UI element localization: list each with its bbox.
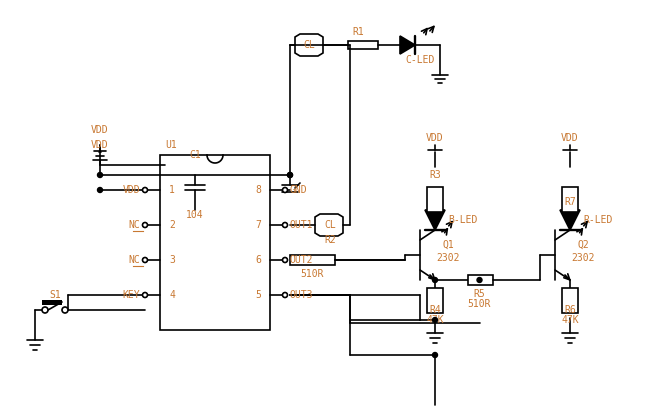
Text: C-LED: C-LED bbox=[405, 55, 435, 65]
Bar bbox=[290, 255, 335, 265]
Polygon shape bbox=[400, 36, 415, 54]
Bar bbox=[160, 155, 270, 330]
Text: 2: 2 bbox=[169, 220, 175, 230]
Circle shape bbox=[282, 222, 287, 227]
Circle shape bbox=[98, 173, 103, 178]
Circle shape bbox=[433, 317, 437, 323]
Circle shape bbox=[98, 187, 103, 193]
Bar bbox=[562, 187, 578, 212]
Text: 510R: 510R bbox=[468, 299, 491, 309]
Bar bbox=[468, 275, 492, 285]
Text: 5: 5 bbox=[255, 290, 261, 300]
Text: VDD: VDD bbox=[122, 185, 140, 195]
Circle shape bbox=[282, 258, 287, 263]
Circle shape bbox=[477, 277, 482, 283]
Text: GND: GND bbox=[290, 185, 307, 195]
Text: OUT3: OUT3 bbox=[290, 290, 313, 300]
Circle shape bbox=[143, 187, 147, 193]
Text: R3: R3 bbox=[429, 170, 441, 180]
Bar bbox=[348, 41, 378, 49]
Text: U1: U1 bbox=[165, 140, 177, 150]
Bar bbox=[427, 288, 443, 313]
Circle shape bbox=[42, 307, 48, 313]
Text: 47K: 47K bbox=[561, 315, 579, 325]
Text: 2302: 2302 bbox=[436, 253, 460, 263]
Text: VDD: VDD bbox=[561, 133, 579, 143]
Text: 8: 8 bbox=[255, 185, 261, 195]
Text: R6: R6 bbox=[564, 305, 576, 315]
Text: CL: CL bbox=[303, 40, 315, 50]
Text: OUT2: OUT2 bbox=[290, 255, 313, 265]
Circle shape bbox=[433, 277, 437, 283]
Circle shape bbox=[143, 222, 147, 227]
Polygon shape bbox=[425, 210, 445, 230]
Polygon shape bbox=[560, 210, 580, 230]
Text: R4: R4 bbox=[429, 305, 441, 315]
Text: B-LED: B-LED bbox=[448, 215, 477, 225]
Text: 2302: 2302 bbox=[571, 253, 595, 263]
Text: R2: R2 bbox=[324, 235, 336, 245]
Text: 1: 1 bbox=[169, 185, 175, 195]
Text: CL: CL bbox=[324, 220, 336, 230]
Text: 47K: 47K bbox=[426, 315, 444, 325]
Text: R-LED: R-LED bbox=[583, 215, 612, 225]
Circle shape bbox=[433, 353, 437, 357]
Text: 510R: 510R bbox=[300, 269, 324, 279]
Text: R1: R1 bbox=[352, 27, 364, 37]
Text: R5: R5 bbox=[474, 289, 485, 299]
Text: KEY: KEY bbox=[122, 290, 140, 300]
Bar bbox=[562, 288, 578, 313]
Text: R7: R7 bbox=[564, 197, 576, 207]
Text: Q2: Q2 bbox=[577, 240, 589, 250]
Circle shape bbox=[287, 173, 293, 178]
Circle shape bbox=[143, 258, 147, 263]
Bar bbox=[427, 187, 443, 212]
Bar bbox=[42, 300, 62, 305]
Circle shape bbox=[287, 173, 293, 178]
Text: OUT1: OUT1 bbox=[290, 220, 313, 230]
Circle shape bbox=[62, 307, 68, 313]
Text: 3: 3 bbox=[169, 255, 175, 265]
Text: VDD: VDD bbox=[426, 133, 444, 143]
Text: VDD: VDD bbox=[91, 140, 109, 150]
Text: VDD: VDD bbox=[91, 125, 109, 135]
Text: NC: NC bbox=[129, 255, 140, 265]
Circle shape bbox=[143, 292, 147, 297]
Circle shape bbox=[282, 292, 287, 297]
Text: NC: NC bbox=[129, 220, 140, 230]
Text: Q1: Q1 bbox=[442, 240, 454, 250]
Text: 7: 7 bbox=[255, 220, 261, 230]
Text: 6: 6 bbox=[255, 255, 261, 265]
Text: 104: 104 bbox=[186, 210, 203, 220]
Text: 4: 4 bbox=[169, 290, 175, 300]
Text: S1: S1 bbox=[49, 290, 61, 300]
Circle shape bbox=[282, 187, 287, 193]
Text: C1: C1 bbox=[189, 150, 201, 160]
